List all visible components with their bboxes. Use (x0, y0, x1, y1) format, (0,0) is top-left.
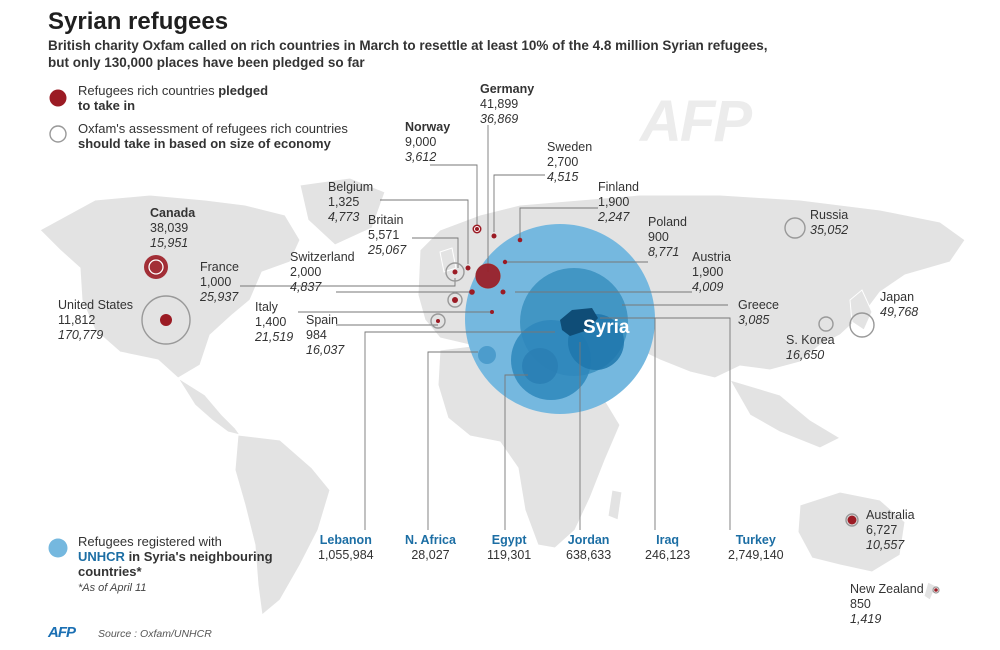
norway-label: Norway 9,000 3,612 (405, 120, 451, 164)
norway-leader-line (430, 164, 478, 226)
legend-oxfam-ring (49, 125, 67, 143)
russia-label: Russia 35,052 (810, 208, 849, 237)
poland-pledged-circle (502, 259, 508, 265)
north-america-landmass (39, 194, 301, 379)
italy-label: Italy 1,400 21,519 (255, 300, 294, 344)
new-zealand-landmass (923, 581, 937, 601)
france-label: France 1,000 25,937 (200, 260, 239, 304)
france-pledged-circle (452, 269, 458, 275)
afp-logo: AFP (48, 624, 76, 641)
germany-pledged-circle (475, 263, 501, 289)
egypt-unhcr-circle (522, 348, 558, 384)
spain-label: Spain 984 16,037 (306, 313, 345, 357)
us-oxfam-circle (141, 295, 191, 345)
austria-label: Austria 1,900 4,009 (692, 250, 731, 294)
skorea-label: S. Korea 16,650 (786, 333, 835, 362)
belgium-leader-line (380, 199, 469, 264)
britain-pledged-circle (452, 297, 458, 303)
central-america-landmass (177, 377, 242, 436)
country-circles (141, 217, 940, 594)
finland-leader-line (519, 207, 598, 240)
britain-landmass (439, 247, 457, 273)
subtitle-line1: British charity Oxfam called on rich cou… (48, 38, 768, 53)
japan-label: Japan 49,768 (880, 290, 919, 319)
australia-oxfam-circle (845, 513, 859, 527)
footnote: *As of April 11 (78, 582, 147, 594)
madagascar-landmass (607, 489, 623, 521)
south-america-landmass (234, 434, 331, 616)
greenland-landmass (299, 177, 386, 246)
finland-label: Finland 1,900 2,247 (598, 180, 639, 224)
switzerland-pledged-circle (469, 289, 475, 295)
legend-pledged-dot (49, 89, 67, 107)
n-africa-unhcr-circle (478, 346, 496, 364)
legend-unhcr-label: Refugees registered with UNHCR in Syria'… (78, 534, 273, 579)
sweden-leader-line (493, 174, 545, 232)
southeast-asia-landmass (728, 379, 842, 449)
sweden-label: Sweden 2,700 4,515 (547, 140, 593, 184)
skorea-oxfam-circle (818, 316, 834, 332)
newzealand-pledged-circle (934, 588, 938, 592)
legend-unhcr-dot (48, 538, 68, 558)
n-africa-label: N. Africa 28,027 (405, 533, 456, 562)
italy-pledged-circle (436, 319, 440, 323)
egypt-label: Egypt 119,301 (487, 533, 532, 562)
switzerland-label: Switzerland 2,000 4,837 (290, 250, 355, 294)
turkey-leader-line (610, 317, 731, 530)
us-pledged-circle (160, 314, 172, 326)
canada-pledged-circle (144, 255, 168, 279)
unhcr-circles (465, 224, 655, 414)
australia-landmass (797, 491, 906, 573)
syria-shape (560, 308, 598, 336)
britain-oxfam-circle (447, 292, 463, 308)
japan-oxfam-circle (849, 312, 875, 338)
canada-label: Canada 38,039 15,951 (150, 206, 196, 250)
lebanon-leader-line (364, 331, 555, 530)
iraq-label: Iraq 246,123 (645, 533, 691, 562)
australia-pledged-circle (847, 515, 857, 525)
italy-oxfam-circle (430, 313, 446, 329)
norway-pledged-circle (472, 224, 482, 234)
afp-watermark: AFP (640, 89, 752, 154)
jordan-label: Jordan 638,633 (566, 533, 612, 562)
britain-leader-line (412, 237, 459, 268)
france-oxfam-circle (445, 262, 465, 282)
spain-pledged-circle (490, 310, 494, 314)
canada-oxfam-ring (148, 259, 164, 275)
finland-pledged-circle (517, 237, 523, 243)
newzealand-oxfam-circle (932, 586, 940, 594)
subtitle-line2: but only 130,000 places have been pledge… (48, 55, 365, 70)
leader-lines (240, 125, 731, 530)
norway-oxfam-circle (474, 226, 480, 232)
belgium-pledged-circle (465, 265, 471, 271)
poland-label: Poland 900 8,771 (648, 215, 687, 259)
us-label: United States 11,812 170,779 (58, 298, 134, 342)
britain-label: Britain 5,571 25,067 (368, 213, 407, 257)
belgium-label: Belgium 1,325 4,773 (328, 180, 374, 224)
sweden-pledged-circle (491, 233, 497, 239)
legend-oxfam-label: Oxfam's assessment of refugees rich coun… (78, 121, 348, 151)
australia-label: Australia 6,727 10,557 (866, 508, 915, 552)
n-africa-leader-line (427, 351, 478, 530)
syria-label: Syria (583, 317, 630, 338)
turkey-label: Turkey 2,749,140 (728, 533, 784, 562)
newzealand-label: New Zealand 850 1,419 (850, 582, 924, 626)
germany-label: Germany 41,899 36,869 (480, 82, 535, 126)
russia-oxfam-circle (784, 217, 806, 239)
austria-pledged-circle (500, 289, 506, 295)
source-note: Source : Oxfam/UNHCR (98, 628, 212, 640)
legend-pledged-label: Refugees rich countries pledged to take … (78, 83, 269, 113)
lebanon-label: Lebanon 1,055,984 (318, 533, 374, 562)
egypt-leader-line (504, 374, 528, 530)
greece-label: Greece 3,085 (738, 298, 779, 327)
page-title: Syrian refugees (48, 8, 229, 35)
